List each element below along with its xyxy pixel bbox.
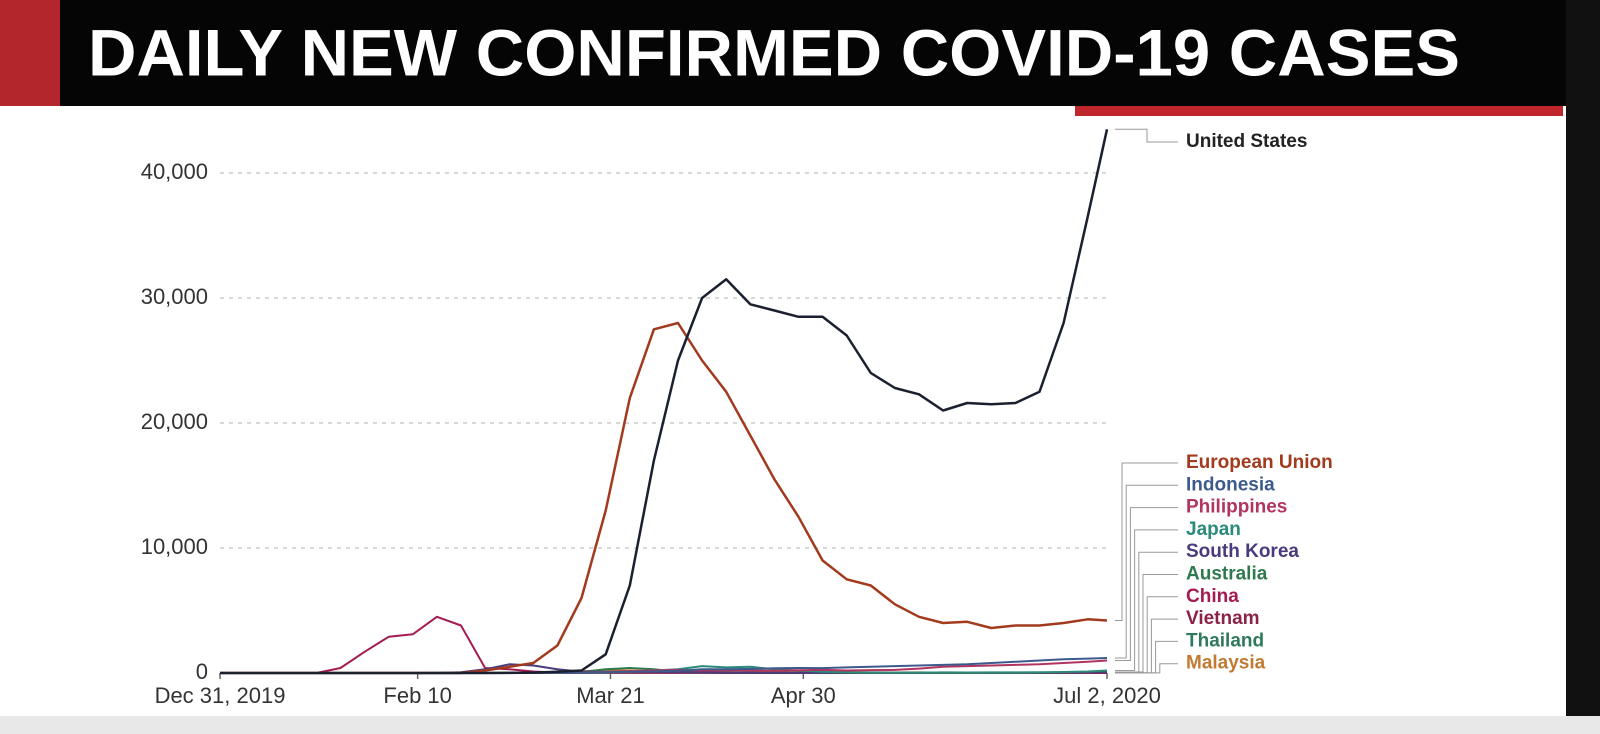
legend-connector (1115, 484, 1178, 659)
frame-bottom (0, 716, 1600, 734)
legend-connector (1115, 507, 1178, 661)
legend-label: China (1186, 586, 1239, 607)
x-tick-label: Jul 2, 2020 (1053, 683, 1161, 708)
legend-connector (1115, 574, 1178, 673)
legend-label: Malaysia (1186, 653, 1266, 674)
legend-connector (1115, 529, 1178, 671)
y-tick-label: 40,000 (141, 159, 208, 184)
x-tick-label: Mar 21 (576, 683, 644, 708)
legend-label: European Union (1186, 452, 1333, 473)
legend-label: Vietnam (1186, 608, 1260, 629)
chart-title: DAILY NEW CONFIRMED COVID-19 CASES (88, 15, 1460, 89)
x-tick-label: Apr 30 (771, 683, 836, 708)
header-underline (1075, 106, 1563, 116)
series-line (220, 129, 1109, 675)
legend-label: Philippines (1186, 497, 1287, 518)
y-tick-label: 30,000 (141, 284, 208, 309)
legend-label: Thailand (1186, 630, 1264, 651)
x-tick-label: Dec 31, 2019 (155, 683, 286, 708)
x-tick-label: Feb 10 (383, 683, 452, 708)
y-tick-label: 10,000 (141, 534, 208, 559)
legend-connector (1115, 462, 1178, 621)
header-bar (60, 0, 1570, 106)
legend-label: Japan (1186, 519, 1241, 540)
legend-connector (1115, 663, 1178, 674)
legend-connector (1115, 128, 1178, 143)
legend-label: South Korea (1186, 541, 1299, 562)
legend-label: Australia (1186, 564, 1268, 585)
y-tick-label: 0 (196, 659, 208, 684)
frame-edge (1566, 0, 1600, 734)
legend-label: Indonesia (1186, 474, 1275, 495)
y-tick-label: 20,000 (141, 409, 208, 434)
legend-label: United States (1186, 131, 1307, 152)
header-accent (0, 0, 60, 106)
